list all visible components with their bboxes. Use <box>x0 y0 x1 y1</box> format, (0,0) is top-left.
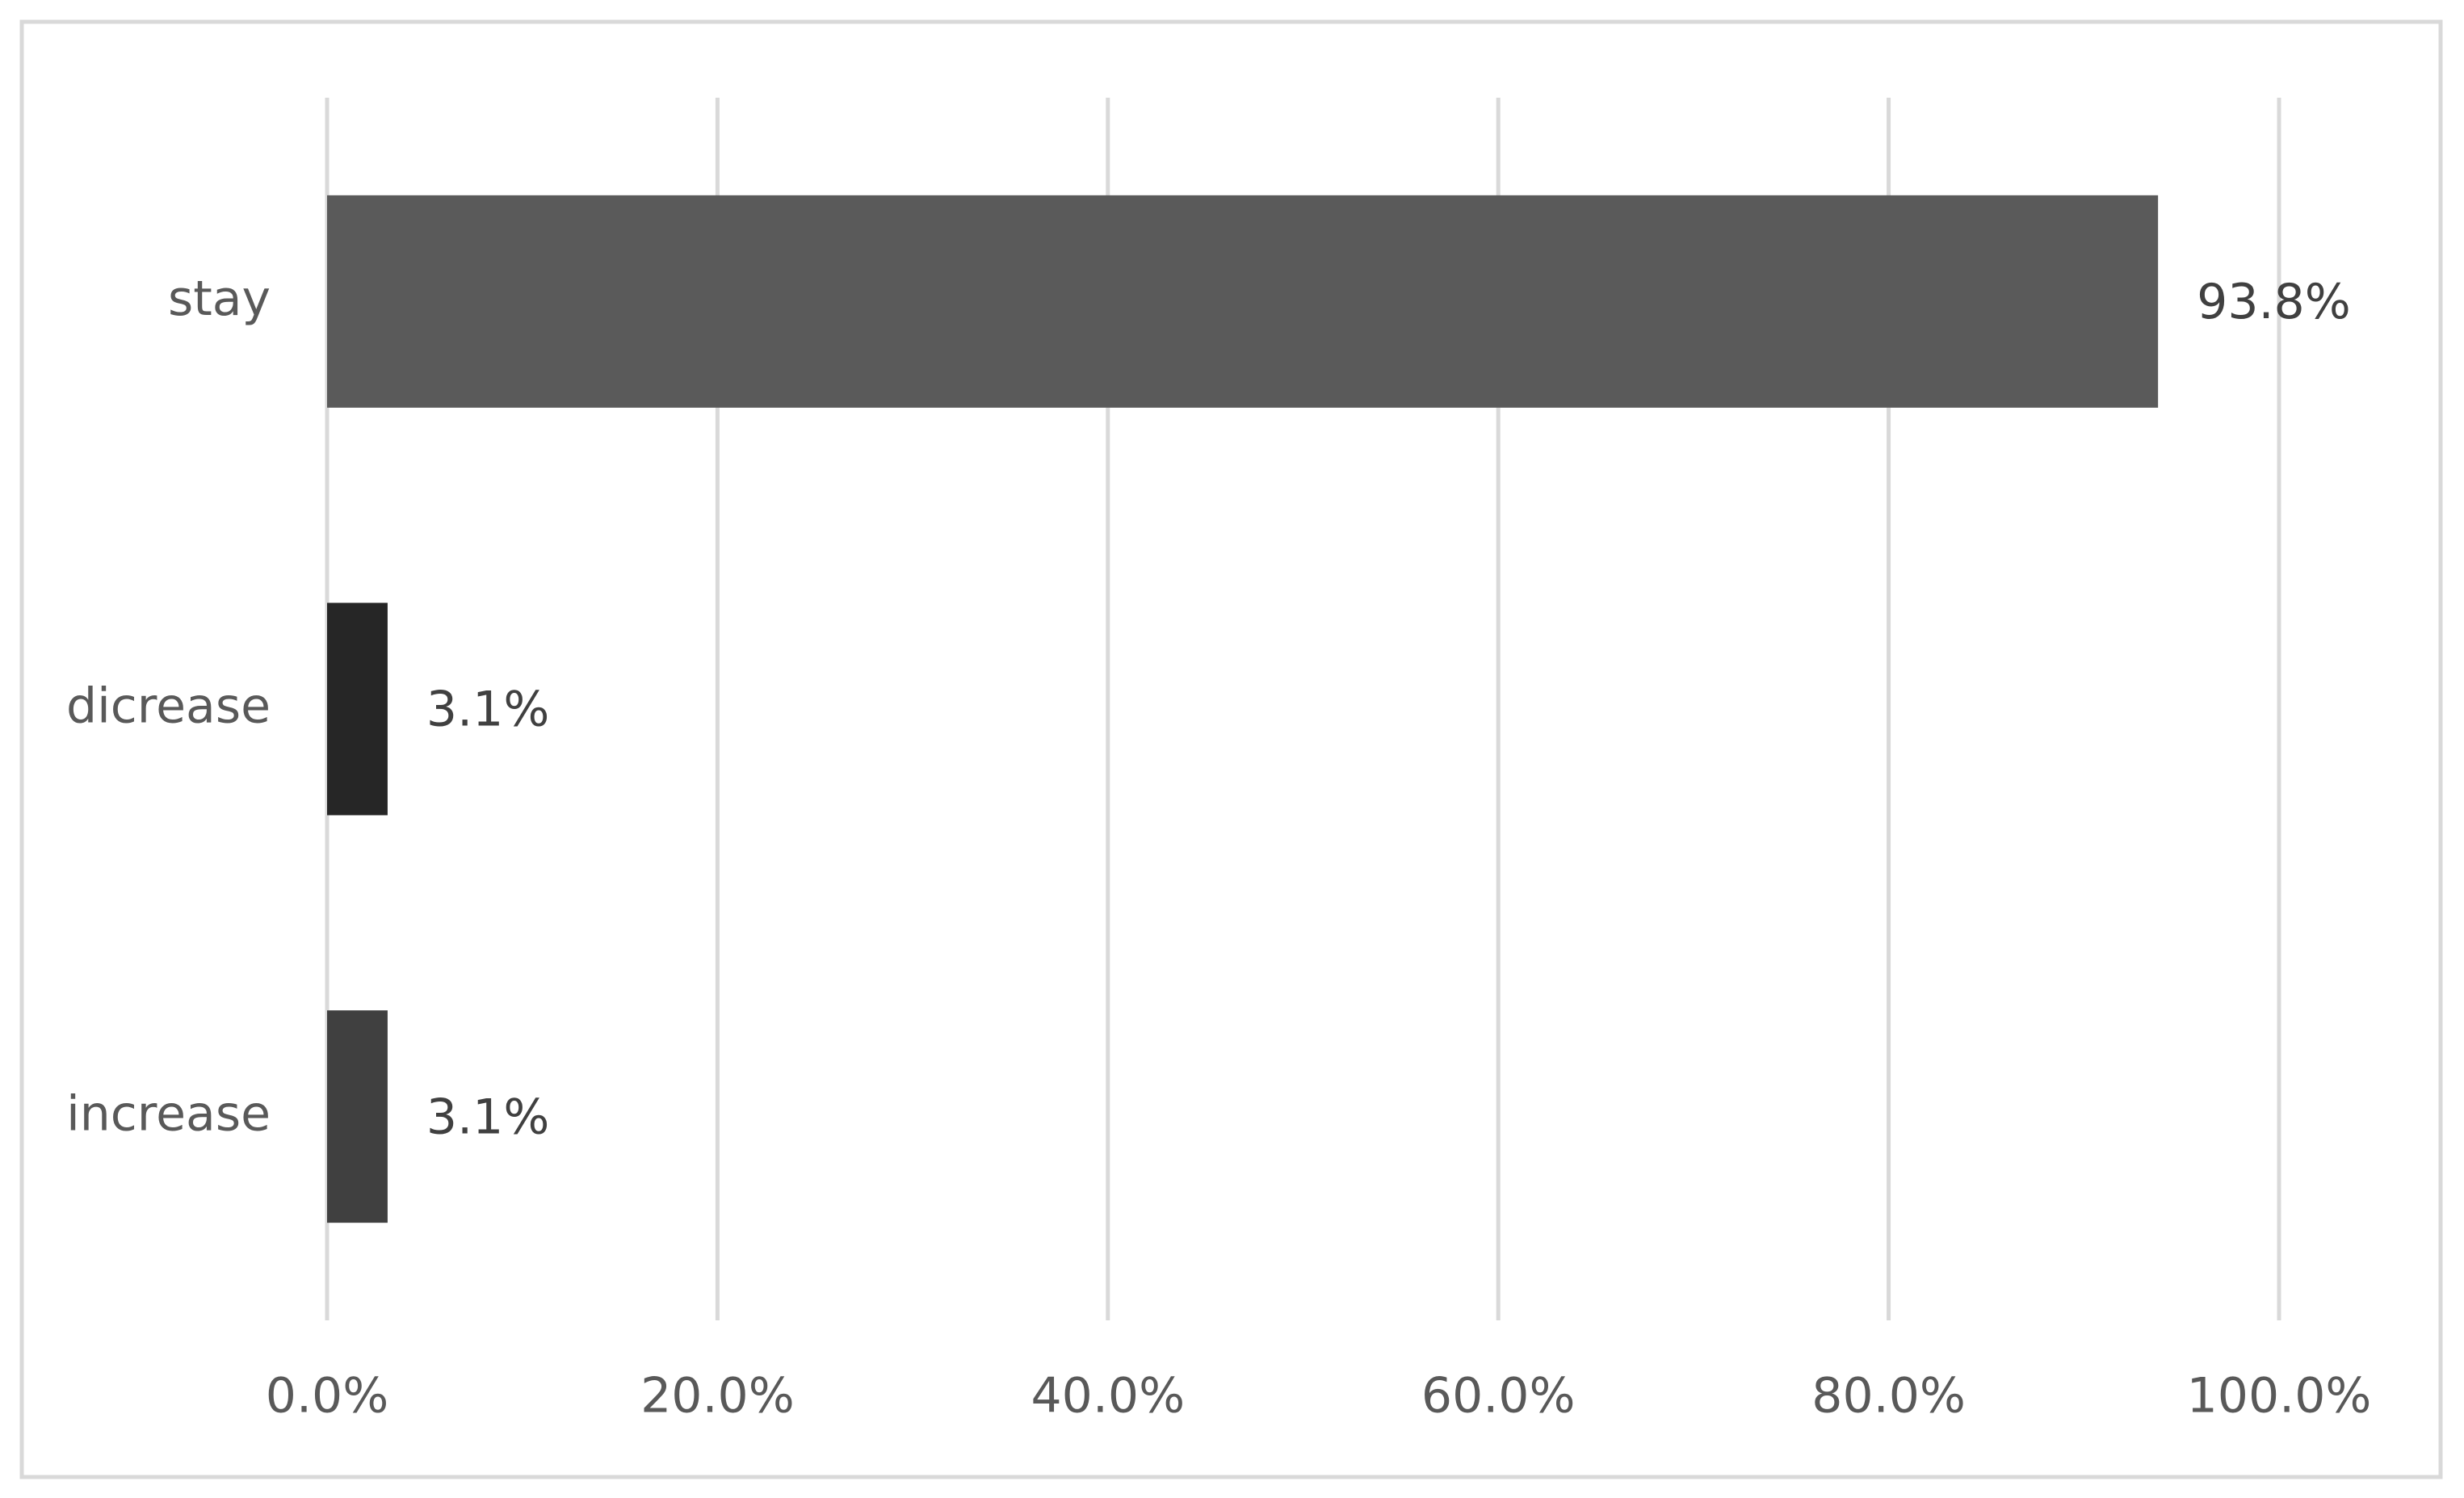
bar <box>327 602 388 816</box>
bar <box>327 195 2159 408</box>
value-label: 3.1% <box>426 682 549 738</box>
value-label: 3.1% <box>426 1089 549 1145</box>
y-tick-label: increase <box>66 1085 271 1142</box>
x-tick-label: 0.0% <box>266 1368 388 1425</box>
x-tick-label: 100.0% <box>2187 1368 2372 1425</box>
y-tick-label: stay <box>168 271 271 327</box>
x-tick-label: 40.0% <box>1031 1368 1185 1425</box>
y-tick-label: dicrease <box>66 678 271 735</box>
bar <box>327 1010 388 1223</box>
x-tick-label: 20.0% <box>640 1368 795 1425</box>
x-tick-label: 60.0% <box>1421 1368 1576 1425</box>
x-tick-label: 80.0% <box>1811 1368 1966 1425</box>
value-label: 93.8% <box>2197 274 2351 330</box>
